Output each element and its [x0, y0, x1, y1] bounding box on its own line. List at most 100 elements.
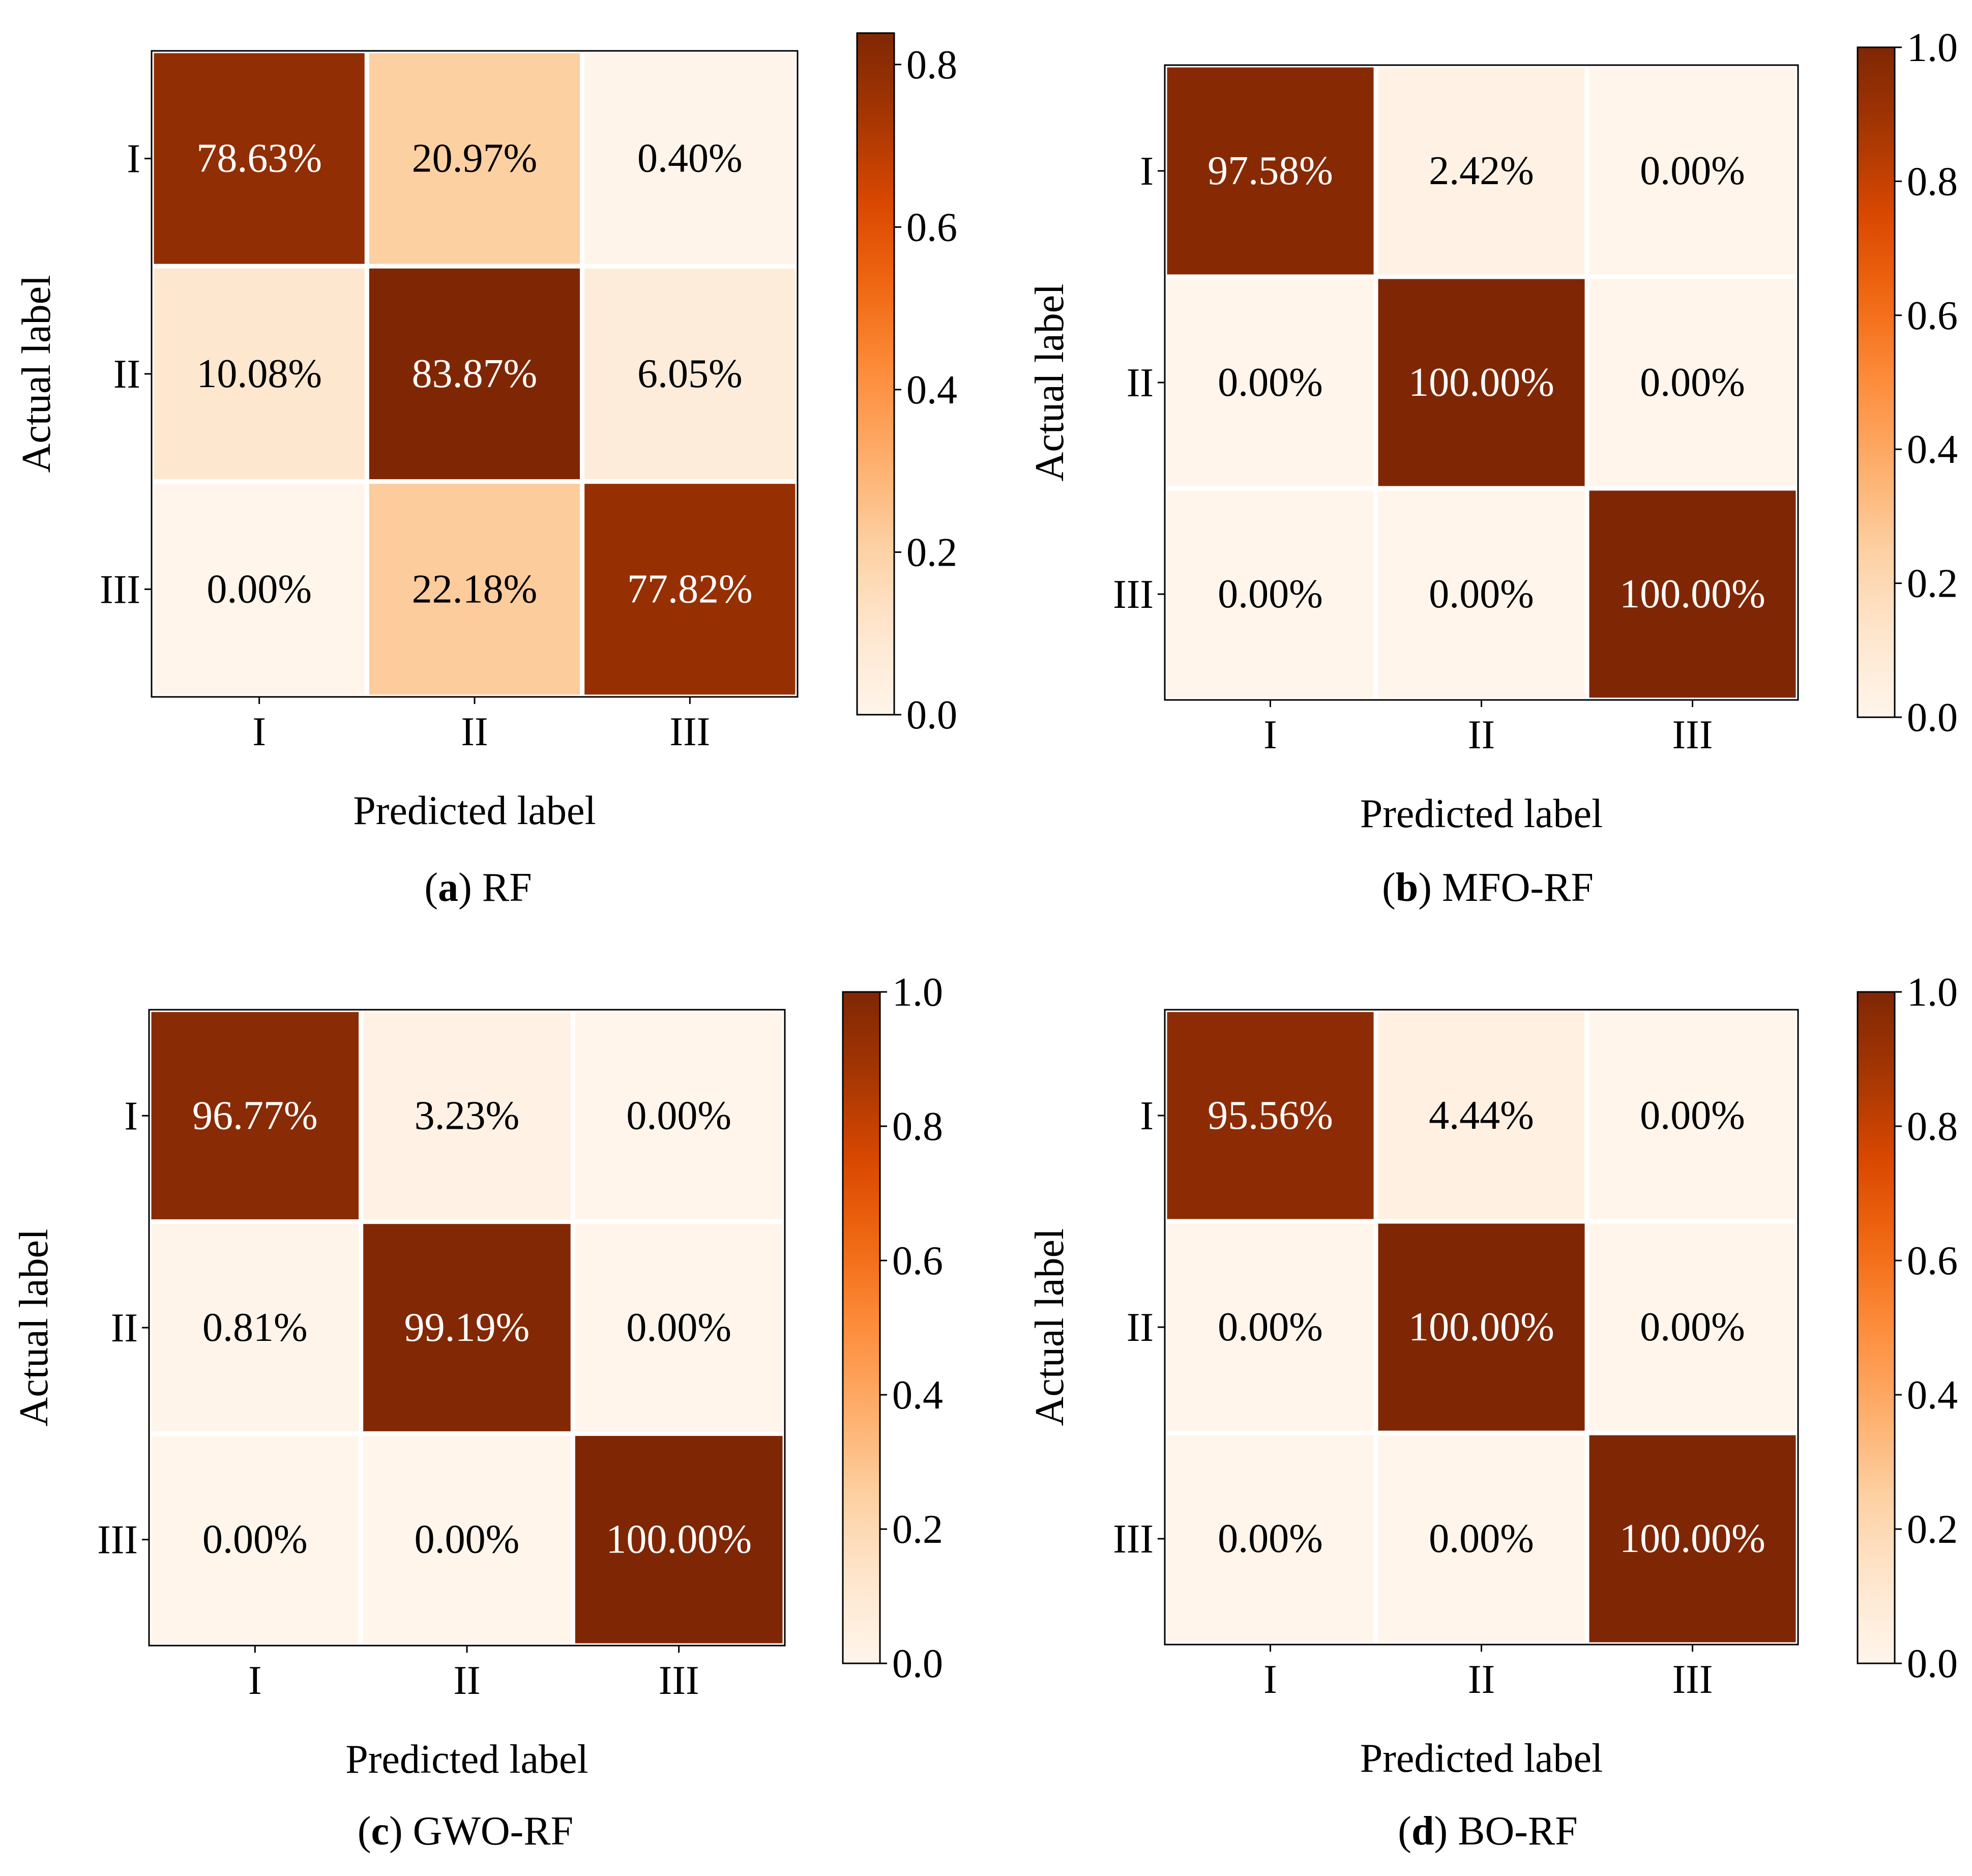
caption-b-letter: b — [1395, 865, 1419, 910]
colorbar — [1857, 46, 1896, 718]
colorbar-tick-label: 0.6 — [1907, 294, 1958, 338]
x-tick-label: II — [1468, 1657, 1495, 1702]
colorbar-tick-label: 0.4 — [1907, 427, 1958, 472]
x-tick-label: III — [669, 710, 710, 754]
colorbar-tick-label: 0.2 — [892, 1507, 943, 1552]
y-tick-label: III — [1113, 572, 1154, 617]
x-tick-label: I — [248, 1658, 262, 1703]
cell-label-2-2: 77.82% — [627, 567, 753, 611]
cell-1-2 — [570, 1219, 787, 1436]
caption-c-letter: c — [371, 1809, 389, 1854]
colorbar-tick-label: 0.4 — [906, 368, 957, 413]
cell-label-1-0: 0.00% — [1218, 1305, 1323, 1350]
y-tick-label: I — [124, 1094, 138, 1138]
colorbar-tick-label: 0.6 — [906, 205, 957, 250]
y-axis-title: Actual label — [1027, 1228, 1072, 1426]
cell-label-0-0: 97.58% — [1208, 149, 1333, 193]
heatmap-panel-1: 97.58% 2.42% 0.00% 0.00% 100.00% 0.00% 0.00% 0.… — [1027, 25, 1958, 836]
colorbar-tick-label: 0.2 — [1907, 562, 1958, 606]
cell-label-2-2: 100.00% — [1620, 1516, 1765, 1561]
y-axis-title: Actual label — [14, 275, 59, 473]
y-tick-label: III — [1113, 1517, 1154, 1562]
colorbar-tick-label: 0.2 — [906, 530, 957, 575]
caption-c: (c) GWO-RF — [357, 1809, 574, 1854]
cell-2-2 — [1584, 486, 1801, 702]
cell-label-1-1: 100.00% — [1408, 1305, 1554, 1350]
x-axis-title: Predicted label — [353, 788, 596, 833]
caption-a: (a) RF — [424, 865, 532, 910]
colorbar-tick-label: 0.6 — [892, 1239, 943, 1283]
y-axis-title: Actual label — [1027, 284, 1072, 482]
y-tick-label: II — [1127, 361, 1154, 405]
x-tick-label: II — [461, 710, 488, 754]
caption-a-letter: a — [438, 865, 459, 910]
colorbar-tick-label: 1.0 — [1907, 970, 1958, 1015]
caption-c-name: GWO-RF — [413, 1809, 574, 1854]
cell-label-1-2: 0.00% — [1640, 360, 1745, 405]
colorbar — [856, 32, 895, 716]
colorbar-tick-label: 1.0 — [1907, 25, 1958, 70]
cell-label-2-1: 0.00% — [1429, 1516, 1534, 1561]
colorbar-tick-label: 0.6 — [1907, 1239, 1958, 1283]
cell-label-0-2: 0.00% — [1640, 1093, 1745, 1138]
cell-label-1-0: 0.81% — [202, 1305, 308, 1350]
cell-2-1 — [364, 479, 585, 699]
x-tick-label: II — [1468, 713, 1495, 757]
x-tick-label: I — [252, 710, 266, 754]
x-tick-label: II — [453, 1658, 480, 1703]
x-tick-label: III — [1672, 713, 1713, 757]
cell-label-2-0: 0.00% — [1218, 572, 1323, 617]
cell-2-2 — [1584, 1430, 1801, 1647]
colorbar-tick-label: 0.0 — [1907, 1641, 1958, 1686]
colorbar-tick-label: 0.0 — [906, 693, 957, 738]
colorbar-tick-label: 0.8 — [1907, 159, 1958, 204]
cell-label-0-1: 20.97% — [412, 136, 538, 181]
cell-label-0-0: 78.63% — [196, 136, 322, 181]
colorbar-tick-label: 0.8 — [906, 43, 957, 87]
cell-label-2-2: 100.00% — [1620, 572, 1765, 617]
y-tick-label: I — [127, 137, 140, 182]
cell-label-2-2: 100.00% — [606, 1517, 752, 1562]
cell-1-2 — [580, 263, 800, 484]
caption-b: (b) MFO-RF — [1382, 865, 1594, 910]
caption-d: (d) BO-RF — [1398, 1809, 1578, 1854]
cell-label-1-2: 0.00% — [626, 1305, 731, 1350]
cell-label-1-2: 0.00% — [1640, 1305, 1745, 1350]
heatmap-panel-3: 95.56% 4.44% 0.00% 0.00% 100.00% 0.00% 0.00% 0.… — [1027, 970, 1958, 1781]
cell-0-0 — [149, 48, 369, 269]
cell-label-0-0: 95.56% — [1208, 1093, 1333, 1138]
colorbar-tick-label: 0.4 — [892, 1373, 943, 1418]
cell-0-1 — [359, 1007, 575, 1224]
cell-label-2-1: 22.18% — [412, 567, 538, 611]
cell-label-2-1: 0.00% — [415, 1517, 520, 1562]
x-tick-label: I — [1263, 1657, 1277, 1702]
y-tick-label: II — [111, 1306, 138, 1351]
cell-0-1 — [364, 48, 585, 269]
y-axis-title: Actual label — [12, 1229, 56, 1427]
cell-label-1-1: 100.00% — [1408, 360, 1554, 405]
cell-0-0 — [1162, 63, 1378, 279]
colorbar-tick-label: 0.8 — [892, 1104, 943, 1149]
cell-label-2-0: 0.00% — [1218, 1516, 1323, 1561]
x-tick-label: I — [1263, 713, 1277, 757]
cell-label-2-1: 0.00% — [1429, 572, 1534, 617]
cell-0-2 — [570, 1007, 787, 1224]
y-tick-label: I — [1140, 149, 1154, 194]
cell-2-0 — [1162, 486, 1378, 702]
x-axis-title: Predicted label — [345, 1737, 588, 1782]
caption-b-name: MFO-RF — [1441, 865, 1594, 910]
cell-label-0-2: 0.00% — [1640, 149, 1745, 193]
cell-1-1 — [1373, 274, 1590, 491]
cell-2-1 — [1373, 486, 1590, 702]
x-axis-title: Predicted label — [1360, 1736, 1603, 1781]
cell-label-1-0: 0.00% — [1218, 360, 1323, 405]
cell-label-2-0: 0.00% — [202, 1517, 308, 1562]
cell-0-0 — [146, 1007, 364, 1224]
heatmap-panel-0: 78.63% 20.97% 0.40% 10.08% 83.87% 6.05% 0.00% 2… — [14, 32, 957, 833]
cell-1-2 — [1584, 1219, 1801, 1435]
cell-1-2 — [1584, 274, 1801, 491]
caption-d-name: BO-RF — [1458, 1809, 1578, 1854]
cell-label-1-1: 83.87% — [412, 351, 538, 396]
y-tick-label: II — [113, 352, 140, 397]
